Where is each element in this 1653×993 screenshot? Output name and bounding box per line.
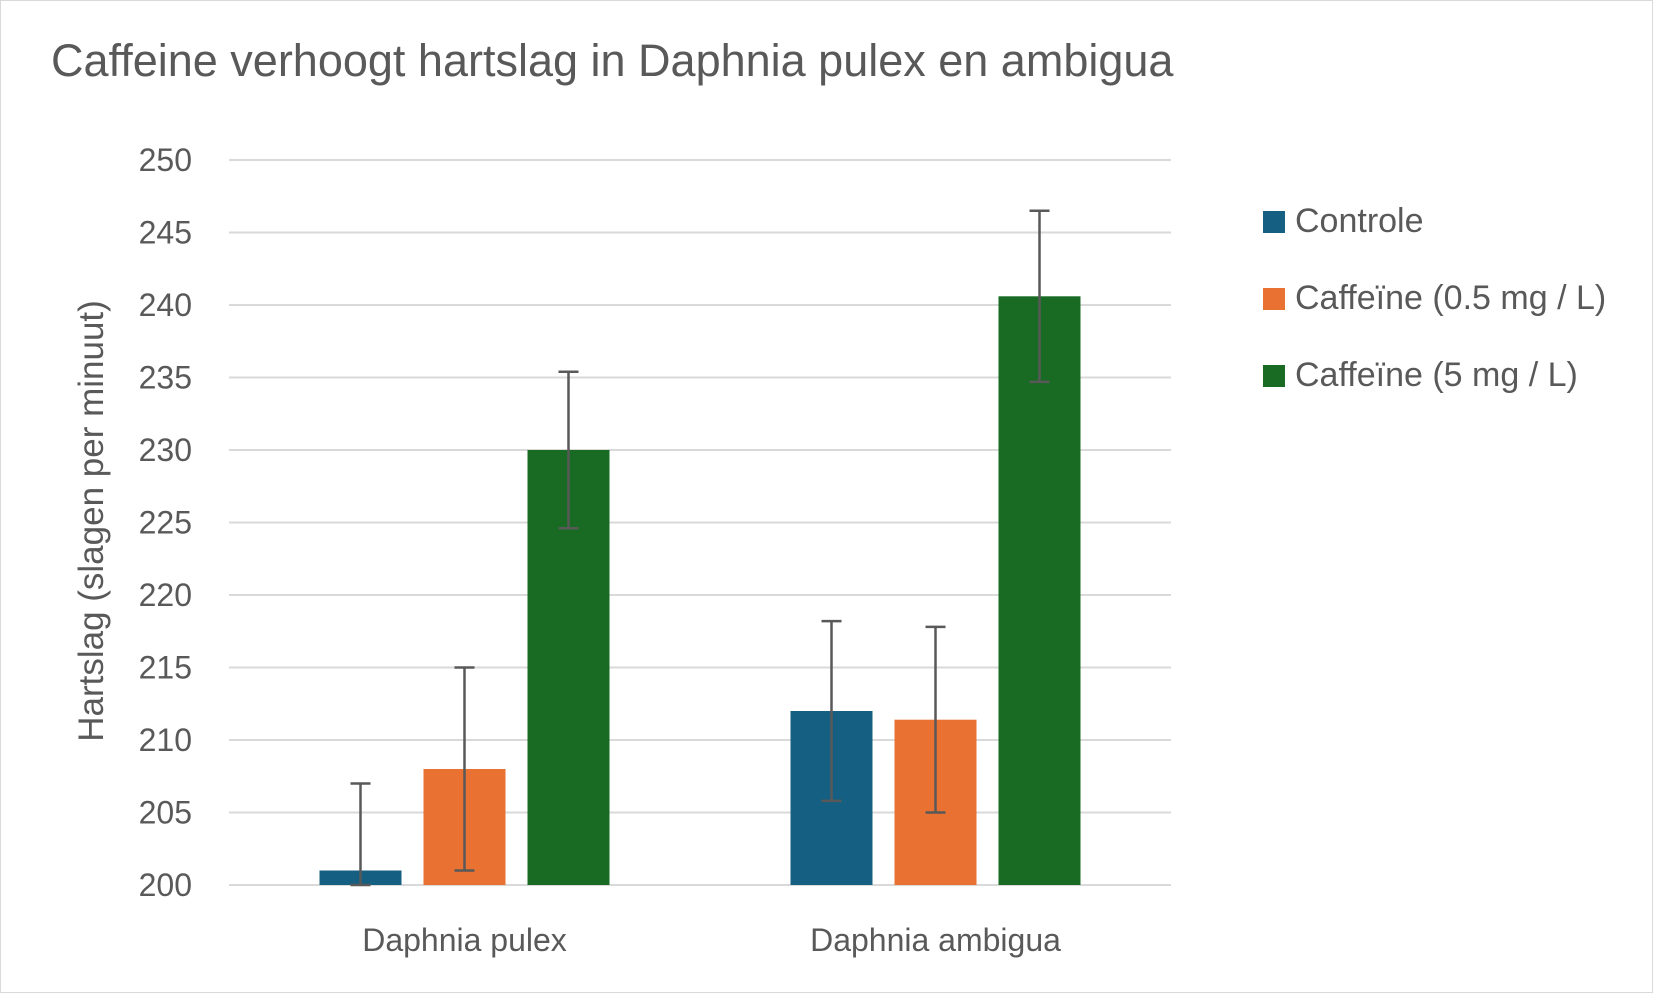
chart-title: Caffeine verhoogt hartslag in Daphnia pu… (51, 35, 1174, 86)
y-tick-label: 215 (139, 650, 192, 686)
category-label: Daphnia pulex (362, 922, 567, 958)
legend-swatch (1263, 364, 1285, 387)
y-tick-label: 200 (139, 867, 192, 903)
legend-label: Caffeïne (5 mg / L) (1295, 356, 1578, 394)
legend-swatch (1263, 287, 1285, 310)
y-tick-label: 240 (139, 287, 192, 323)
legend-label: Caffeïne (0.5 mg / L) (1295, 279, 1607, 317)
y-tick-label: 225 (139, 505, 192, 541)
y-tick-label: 230 (139, 432, 192, 468)
error-bar (454, 666, 475, 872)
legend-item: Caffeïne (0.5 mg / L) (1263, 260, 1606, 337)
error-bar (925, 625, 946, 814)
y-tick-label: 235 (139, 360, 192, 396)
legend-item: Controle (1263, 183, 1606, 260)
y-tick-label: 210 (139, 722, 192, 758)
legend-swatch (1263, 210, 1285, 233)
legend: Controle Caffeïne (0.5 mg / L) Caffeïne (5… (1263, 183, 1606, 414)
y-tick-label: 205 (139, 795, 192, 831)
error-bar (558, 370, 579, 530)
error-bar (1029, 209, 1050, 384)
y-axis-title: Hartslag (slagen per minuut) (72, 300, 111, 742)
legend-label: Controle (1295, 202, 1424, 240)
category-label: Daphnia ambigua (810, 922, 1061, 958)
y-tick-label: 245 (139, 215, 192, 251)
legend-item: Caffeïne (5 mg / L) (1263, 337, 1606, 414)
error-bar (350, 782, 371, 887)
y-tick-label: 220 (139, 577, 192, 613)
error-bar (821, 619, 842, 803)
bar (998, 296, 1081, 885)
y-tick-label: 250 (139, 142, 192, 178)
